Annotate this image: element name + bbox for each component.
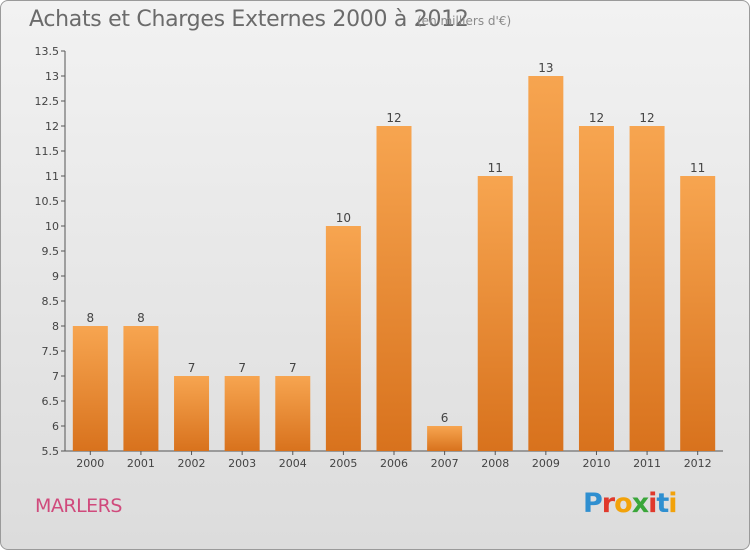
bar-2012: [680, 176, 716, 451]
y-tick-label: 8.5: [42, 295, 60, 308]
x-tick-label: 2009: [532, 457, 560, 470]
bar-2000: [72, 326, 108, 451]
bar-value-label: 7: [289, 361, 297, 375]
bar-value-label: 11: [690, 161, 705, 175]
bar-2005: [325, 226, 361, 451]
bar-value-label: 12: [589, 111, 604, 125]
bar-2006: [376, 126, 412, 451]
bar-value-label: 10: [336, 211, 351, 225]
x-tick-label: 2002: [178, 457, 206, 470]
y-tick-label: 6: [52, 420, 59, 433]
y-tick-label: 10: [45, 220, 59, 233]
chart-subtitle: (en milliers d'€): [417, 14, 512, 28]
bar-2004: [275, 376, 311, 451]
bar-2002: [174, 376, 210, 451]
y-tick-label: 12.5: [35, 95, 60, 108]
bar-value-label: 11: [488, 161, 503, 175]
y-tick-label: 7: [52, 370, 59, 383]
bar-2007: [427, 426, 463, 451]
y-tick-label: 11: [45, 170, 59, 183]
bar-2008: [477, 176, 513, 451]
x-tick-label: 2001: [127, 457, 155, 470]
y-tick-label: 10.5: [35, 195, 60, 208]
x-tick-label: 2000: [76, 457, 104, 470]
y-tick-label: 13: [45, 70, 59, 83]
y-tick-label: 7.5: [42, 345, 60, 358]
proxiti-logo: Proxiti: [583, 488, 678, 519]
x-tick-label: 2003: [228, 457, 256, 470]
x-tick-label: 2007: [431, 457, 459, 470]
bar-2011: [629, 126, 665, 451]
x-tick-label: 2011: [633, 457, 661, 470]
chart-title: Achats et Charges Externes 2000 à 2012: [29, 7, 469, 32]
x-tick-label: 2004: [279, 457, 307, 470]
bar-value-label: 7: [238, 361, 246, 375]
x-tick-label: 2008: [481, 457, 509, 470]
x-tick-label: 2012: [684, 457, 712, 470]
x-tick-label: 2010: [582, 457, 610, 470]
bar-2003: [224, 376, 260, 451]
x-tick-label: 2006: [380, 457, 408, 470]
commune-name: MARLERS: [35, 495, 122, 517]
bar-2009: [528, 76, 564, 451]
y-tick-label: 5.5: [42, 445, 60, 458]
y-tick-label: 11.5: [35, 145, 60, 158]
y-tick-label: 12: [45, 120, 59, 133]
bar-value-label: 7: [188, 361, 196, 375]
y-tick-label: 8: [52, 320, 59, 333]
bar-value-label: 13: [538, 61, 553, 75]
bar-value-label: 12: [386, 111, 401, 125]
bar-value-label: 8: [86, 311, 94, 325]
y-tick-label: 9: [52, 270, 59, 283]
bar-value-label: 8: [137, 311, 145, 325]
y-tick-label: 9.5: [42, 245, 60, 258]
bar-2001: [123, 326, 159, 451]
bar-value-label: 6: [441, 411, 449, 425]
bar-value-label: 12: [639, 111, 654, 125]
y-tick-label: 6.5: [42, 395, 60, 408]
bar-2010: [578, 126, 614, 451]
y-tick-label: 13.5: [35, 45, 60, 58]
x-tick-label: 2005: [329, 457, 357, 470]
